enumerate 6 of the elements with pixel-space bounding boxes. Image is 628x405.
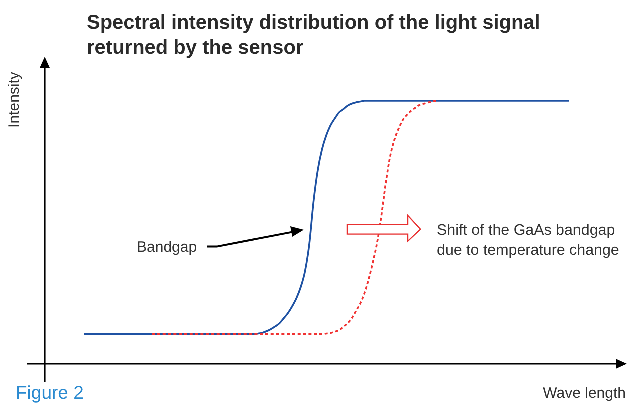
x-axis-title: Wave length bbox=[543, 385, 626, 402]
y-axis-title: Intensity bbox=[6, 72, 23, 128]
caption: Figure 2 bbox=[16, 382, 84, 403]
annotation: Bandgap bbox=[137, 239, 198, 256]
chart-title: Spectral intensity distribution of the light signal returned by the sensor bbox=[87, 12, 540, 59]
annotation: Shift of the GaAs bandgap due to temperature change bbox=[437, 222, 620, 259]
